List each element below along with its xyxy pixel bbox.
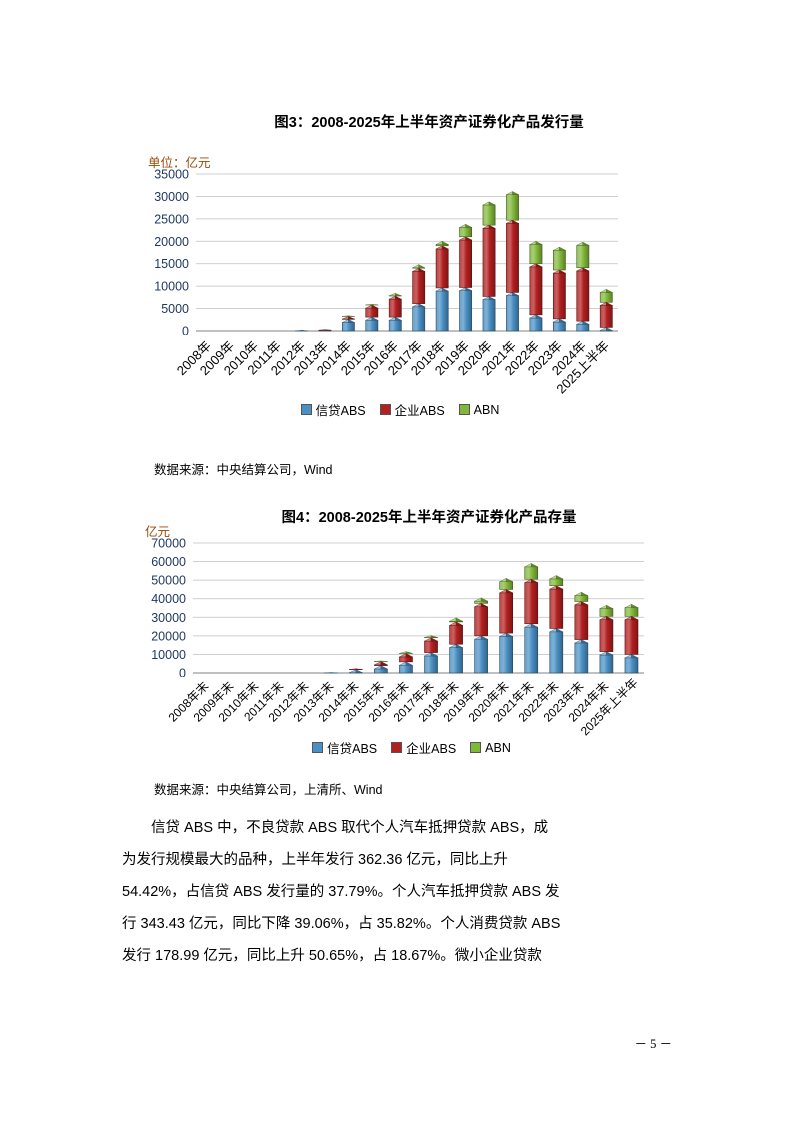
svg-text:0: 0 (182, 325, 189, 336)
svg-text:70000: 70000 (151, 537, 186, 551)
svg-text:25000: 25000 (154, 212, 189, 226)
svg-text:30000: 30000 (151, 611, 186, 625)
svg-text:15000: 15000 (154, 257, 189, 271)
svg-text:10000: 10000 (151, 648, 186, 662)
svg-text:5000: 5000 (161, 302, 189, 316)
svg-text:60000: 60000 (151, 555, 186, 569)
svg-text:20000: 20000 (154, 235, 189, 249)
svg-text:10000: 10000 (154, 280, 189, 294)
svg-text:50000: 50000 (151, 574, 186, 588)
svg-text:30000: 30000 (154, 190, 189, 204)
svg-text:40000: 40000 (151, 592, 186, 606)
svg-text:20000: 20000 (151, 629, 186, 643)
svg-text:35000: 35000 (154, 168, 189, 182)
svg-text:0: 0 (179, 667, 186, 678)
